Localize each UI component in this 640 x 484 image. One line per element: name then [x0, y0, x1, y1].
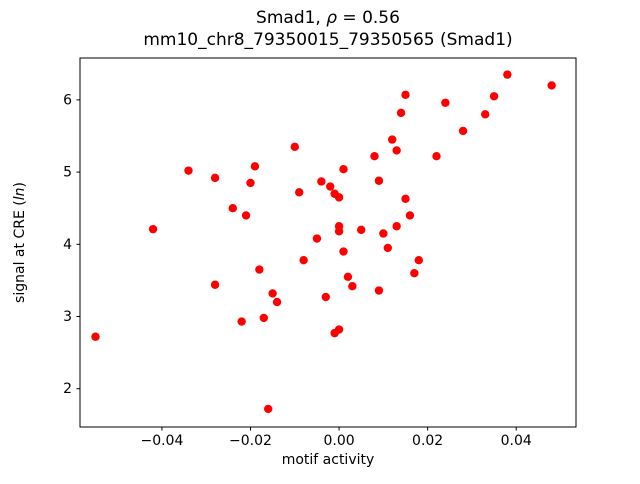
- chart-title-line1: Smad1, ρ = 0.56: [256, 8, 400, 28]
- data-point: [481, 110, 490, 119]
- plot-area: [80, 58, 576, 427]
- data-point: [299, 255, 308, 265]
- data-point: [547, 81, 556, 90]
- y-tick-label: 2: [63, 381, 72, 397]
- data-point: [264, 404, 273, 414]
- axes-frame: [79, 57, 577, 428]
- data-point: [259, 313, 268, 323]
- data-point: [343, 272, 353, 282]
- data-point: [317, 177, 326, 186]
- data-point: [210, 280, 220, 289]
- x-tick-label: −0.02: [229, 433, 272, 449]
- data-point: [503, 70, 512, 79]
- data-point: [312, 234, 322, 243]
- data-point: [321, 292, 330, 302]
- y-tick-label: 5: [63, 165, 72, 181]
- data-point: [392, 146, 401, 155]
- data-point: [295, 188, 304, 197]
- data-point: [379, 229, 388, 238]
- data-point: [255, 265, 264, 274]
- data-point: [432, 152, 441, 161]
- data-point: [268, 289, 277, 298]
- data-point: [489, 92, 499, 101]
- data-point: [237, 317, 246, 326]
- y-axis-ticks-group: 2 3 4 5 6: [63, 92, 80, 397]
- data-point: [396, 108, 406, 118]
- data-point: [290, 142, 299, 152]
- chart-title-segment: ρ: [326, 8, 337, 28]
- y-axis-label-segment: signal at CRE (: [12, 200, 28, 303]
- data-point: [339, 165, 348, 174]
- data-point: [334, 227, 344, 236]
- data-point: [392, 222, 401, 231]
- chart-title-line2: mm10_chr8_79350015_79350565 (Smad1): [143, 30, 512, 50]
- data-point: [241, 211, 251, 220]
- y-axis-label-segment: ln: [12, 188, 28, 201]
- data-point: [414, 255, 423, 265]
- y-tick-label: 3: [63, 309, 72, 325]
- data-point: [148, 224, 158, 234]
- data-point: [334, 193, 344, 202]
- data-point: [228, 203, 237, 213]
- data-point: [326, 182, 335, 191]
- data-point: [383, 243, 392, 253]
- x-axis-label: motif activity: [282, 452, 375, 468]
- chart-title-segment: = 0.56: [337, 8, 400, 28]
- x-axis-ticks-group: −0.04 −0.02 0.00 0.02 0.04: [140, 427, 532, 449]
- data-point: [210, 173, 220, 183]
- data-point: [272, 297, 282, 307]
- data-point: [246, 178, 255, 188]
- data-point: [334, 325, 344, 334]
- data-point: [250, 162, 260, 171]
- data-point: [401, 194, 410, 204]
- data-point: [458, 126, 468, 136]
- data-point: [410, 268, 419, 278]
- y-axis-label: signal at CRE (ln): [12, 182, 28, 303]
- y-tick-label: 4: [63, 237, 72, 253]
- data-point: [339, 247, 348, 256]
- data-point: [374, 286, 384, 295]
- y-tick-label: 6: [63, 92, 72, 108]
- x-tick-label: 0.02: [412, 433, 443, 449]
- x-tick-label: 0.00: [323, 433, 354, 449]
- data-point: [357, 225, 366, 235]
- data-point: [441, 98, 450, 107]
- chart-title-segment: Smad1,: [256, 8, 326, 28]
- x-tick-label: −0.04: [140, 433, 183, 449]
- data-point: [370, 152, 379, 161]
- data-point: [401, 90, 410, 100]
- x-tick-label: 0.04: [501, 433, 532, 449]
- data-point: [348, 281, 357, 291]
- data-point: [184, 166, 193, 175]
- data-point: [405, 211, 415, 220]
- y-axis-label-segment: ): [12, 182, 28, 187]
- data-point: [374, 176, 384, 185]
- data-point: [91, 332, 100, 341]
- data-points-group: [91, 70, 556, 414]
- data-point: [388, 135, 397, 144]
